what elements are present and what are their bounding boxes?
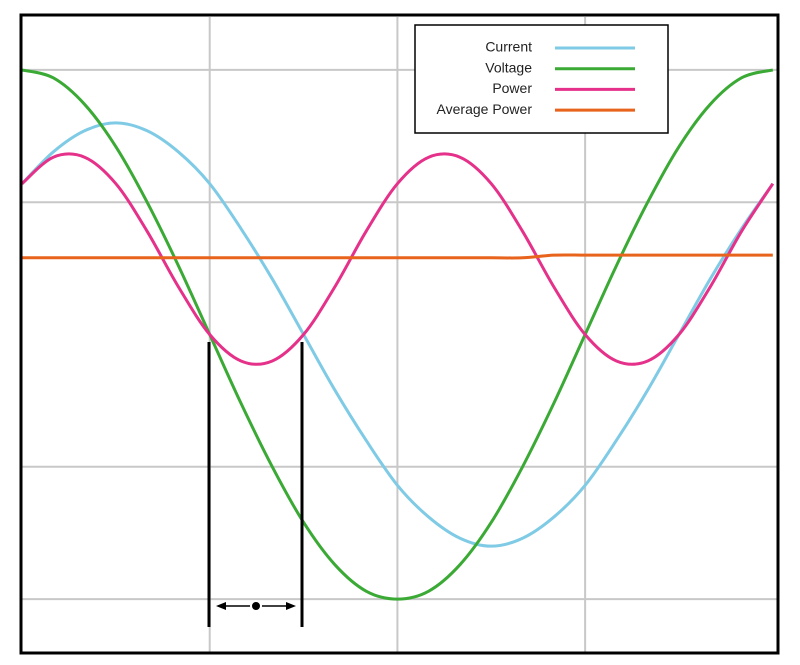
legend-box — [414, 24, 669, 134]
legend: Current Voltage Power Average Power — [414, 24, 669, 134]
series-line — [20, 152, 775, 366]
phase-shift-annotation — [207, 342, 304, 627]
legend-label: Voltage — [485, 59, 532, 75]
arrow-dot — [250, 600, 262, 612]
plot-lines — [20, 68, 775, 601]
series-line — [21, 68, 774, 601]
legend-label: Average Power — [437, 101, 533, 117]
plot-frame — [19, 13, 780, 655]
series-line — [20, 121, 775, 548]
legend-label: Power — [492, 80, 532, 96]
series-line — [22, 253, 773, 260]
legend-label: Current — [485, 39, 532, 55]
